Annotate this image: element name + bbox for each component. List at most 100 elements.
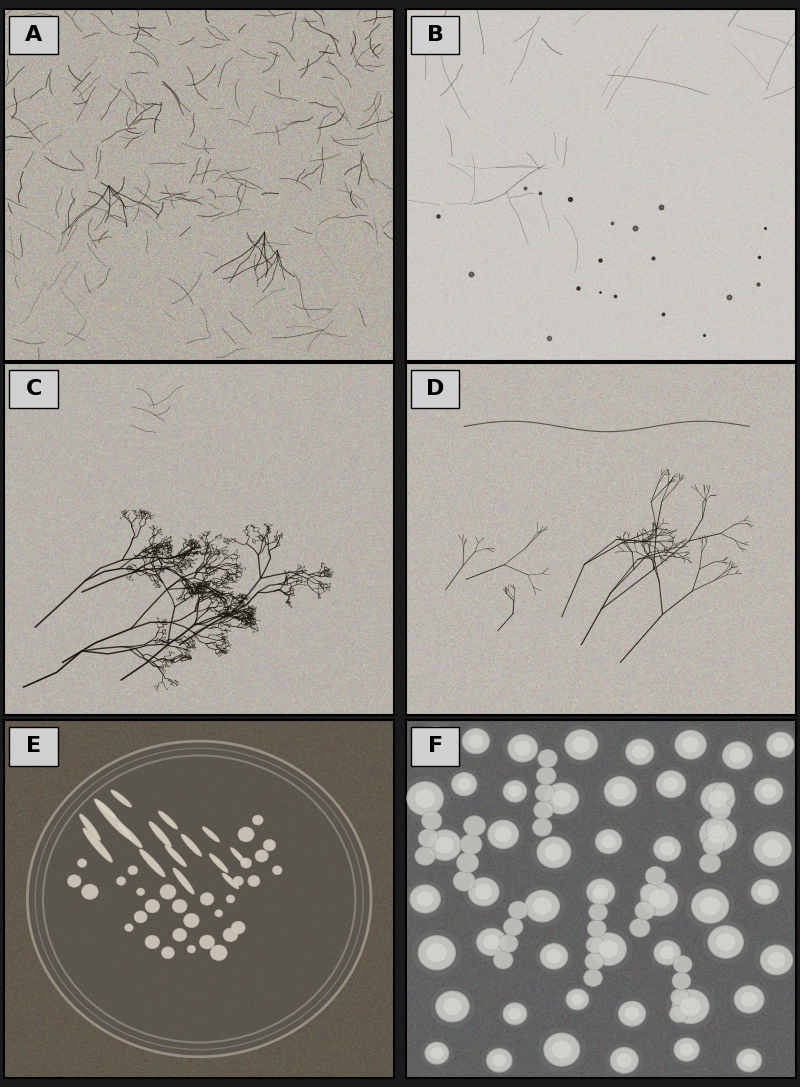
Circle shape (559, 724, 603, 765)
Circle shape (722, 741, 752, 770)
Circle shape (128, 865, 138, 875)
Circle shape (635, 901, 655, 920)
Circle shape (499, 999, 531, 1028)
Circle shape (545, 844, 563, 861)
Circle shape (453, 849, 482, 876)
Circle shape (742, 1054, 756, 1066)
Circle shape (700, 897, 720, 915)
Circle shape (708, 926, 743, 959)
Circle shape (651, 766, 691, 802)
Circle shape (602, 835, 616, 848)
Circle shape (503, 917, 523, 936)
Circle shape (519, 885, 566, 927)
Ellipse shape (149, 822, 171, 847)
Ellipse shape (116, 821, 142, 848)
Circle shape (544, 1033, 580, 1066)
Circle shape (500, 914, 526, 939)
Circle shape (760, 945, 793, 975)
Circle shape (422, 727, 453, 755)
Ellipse shape (79, 814, 100, 840)
Circle shape (508, 735, 538, 762)
FancyBboxPatch shape (410, 16, 459, 54)
Circle shape (533, 763, 559, 788)
Circle shape (488, 821, 518, 849)
Circle shape (699, 853, 721, 873)
Circle shape (670, 725, 712, 764)
Circle shape (415, 847, 435, 865)
Circle shape (582, 874, 620, 909)
Circle shape (125, 924, 134, 932)
Circle shape (669, 970, 694, 992)
Circle shape (699, 817, 736, 851)
FancyBboxPatch shape (410, 371, 459, 409)
Circle shape (458, 778, 471, 790)
Circle shape (693, 812, 742, 858)
Circle shape (754, 778, 783, 804)
Circle shape (660, 842, 674, 855)
FancyBboxPatch shape (410, 727, 459, 766)
Text: B: B (426, 25, 444, 45)
Circle shape (766, 733, 794, 758)
Circle shape (503, 780, 526, 802)
Circle shape (762, 839, 782, 858)
Circle shape (425, 1042, 449, 1064)
Ellipse shape (158, 811, 178, 829)
Circle shape (498, 935, 518, 952)
Circle shape (761, 784, 777, 799)
Circle shape (540, 944, 568, 969)
Circle shape (625, 1007, 639, 1021)
Circle shape (737, 1049, 762, 1072)
Circle shape (535, 784, 554, 802)
Circle shape (632, 745, 647, 759)
Circle shape (706, 797, 734, 823)
Circle shape (411, 844, 439, 869)
Ellipse shape (210, 853, 228, 873)
Circle shape (416, 722, 458, 761)
Circle shape (546, 949, 562, 963)
Circle shape (606, 1044, 643, 1077)
Circle shape (475, 884, 492, 900)
Circle shape (263, 839, 276, 851)
Circle shape (710, 800, 730, 820)
Circle shape (650, 936, 685, 970)
Circle shape (457, 852, 478, 873)
Circle shape (430, 986, 475, 1027)
Circle shape (471, 924, 511, 961)
Circle shape (610, 1048, 638, 1073)
Circle shape (117, 877, 126, 885)
Circle shape (415, 789, 435, 808)
Circle shape (681, 997, 701, 1016)
Circle shape (751, 879, 778, 904)
Circle shape (426, 944, 447, 962)
Circle shape (418, 829, 438, 848)
Circle shape (562, 986, 593, 1013)
Circle shape (672, 989, 709, 1024)
Circle shape (654, 940, 681, 965)
Circle shape (754, 832, 791, 866)
Circle shape (706, 819, 727, 837)
Circle shape (495, 932, 522, 955)
Circle shape (428, 734, 446, 749)
Circle shape (734, 986, 764, 1013)
Circle shape (670, 952, 695, 976)
Circle shape (435, 837, 454, 853)
Circle shape (691, 889, 729, 923)
Ellipse shape (222, 873, 239, 889)
Circle shape (502, 729, 542, 766)
Circle shape (492, 1054, 506, 1066)
Circle shape (241, 858, 252, 869)
Circle shape (462, 728, 490, 753)
Circle shape (631, 898, 658, 923)
Circle shape (538, 1027, 586, 1072)
Circle shape (709, 790, 727, 808)
Circle shape (532, 780, 558, 805)
Circle shape (591, 933, 626, 965)
Circle shape (210, 945, 227, 961)
Circle shape (231, 922, 246, 934)
Circle shape (531, 832, 577, 873)
Circle shape (233, 876, 243, 886)
Circle shape (530, 798, 557, 822)
Circle shape (537, 837, 571, 867)
Circle shape (680, 1044, 694, 1055)
Circle shape (410, 885, 440, 913)
